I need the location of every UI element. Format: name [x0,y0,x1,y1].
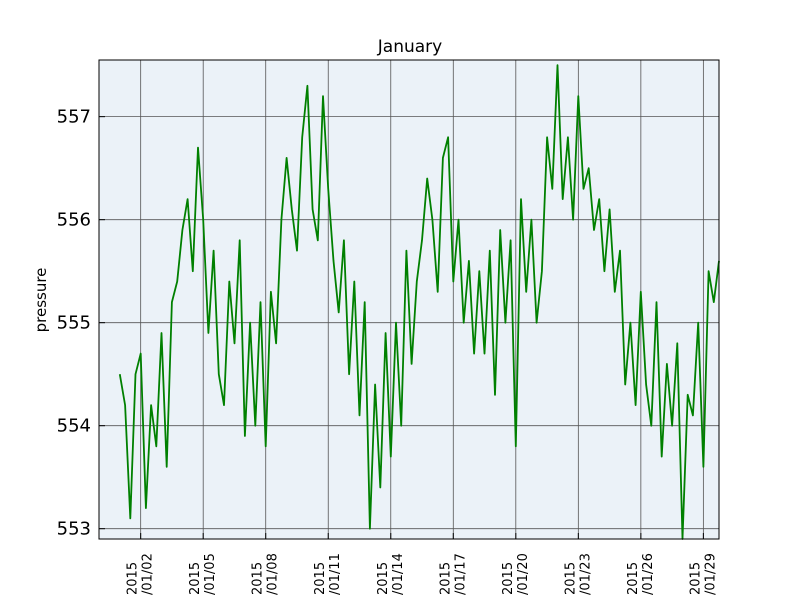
x-tick-label-date: /01/23 [578,553,593,595]
x-tick-label-year: 2015 [313,562,328,595]
x-tick-labels: 2015/01/02 2015/01/05 2015/01/08 2015/01/11… [126,533,718,595]
x-tick-label: 2015/01/08 [251,553,281,595]
plot-frame [98,59,720,540]
x-tick-label: 2015/01/02 [126,553,156,595]
x-tick-label-date: /01/26 [641,553,656,595]
x-tick-label: 2015/01/20 [501,553,531,595]
x-tick-label-date: /01/02 [141,553,156,595]
x-tick-label-year: 2015 [126,562,141,595]
x-tick-label-year: 2015 [563,562,578,595]
x-tick-label: 2015/01/23 [563,553,593,595]
x-tick-label-year: 2015 [438,562,453,595]
x-tick-label-date: /01/20 [516,553,531,595]
x-tick-label: 2015/01/17 [438,553,468,595]
x-tick-label-date: /01/17 [453,553,468,595]
y-tick-label: 553 [57,519,91,540]
y-tick-label: 556 [57,210,91,231]
x-tick-label-date: /01/11 [328,553,343,595]
x-tick-label-date: /01/29 [703,553,718,595]
series-layer [118,64,720,540]
x-tick-label: 2015/01/14 [376,553,406,595]
x-tick-label: 2015/01/11 [313,553,343,595]
x-tick-label: 2015/01/05 [188,553,218,595]
chart-title: January [377,37,442,57]
x-tick-label-year: 2015 [376,562,391,595]
x-tick-label: 2015/01/29 [688,553,718,595]
x-tick-label-date: /01/14 [391,553,406,595]
y-axis-label: pressure [32,268,50,333]
x-tick-label-date: /01/05 [203,553,218,595]
y-tick-label: 557 [57,107,91,128]
x-tick-label: 2015/01/26 [626,553,656,595]
x-tick-label-year: 2015 [501,562,516,595]
y-tick-label: 554 [57,416,91,437]
x-tick-label-year: 2015 [626,562,641,595]
y-tick-labels: 553 554 555 556 557 [57,107,105,540]
x-tick-label-year: 2015 [688,562,703,595]
x-tick-label-date: /01/08 [266,553,281,595]
y-tick-label: 555 [57,313,91,334]
series-line-0 [118,64,720,540]
x-tick-label-year: 2015 [188,562,203,595]
x-tick-label-year: 2015 [251,562,266,595]
